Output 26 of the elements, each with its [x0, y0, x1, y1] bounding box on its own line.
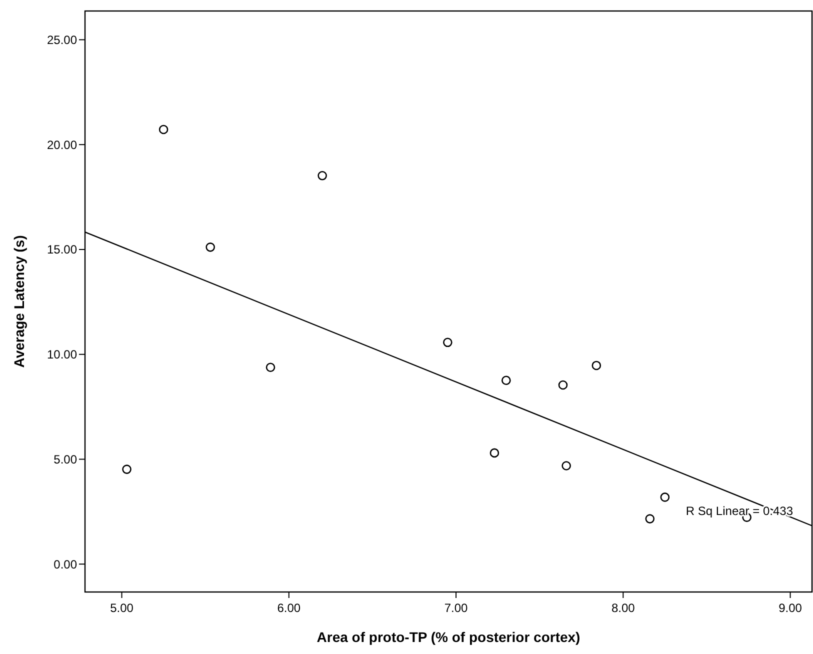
x-tick-label: 9.00: [778, 601, 802, 615]
y-tick-label: 15.00: [46, 242, 78, 257]
point: [122, 464, 132, 474]
x-tick-label: 6.00: [277, 601, 301, 615]
point: [558, 380, 568, 390]
x-tick-label: 8.00: [611, 601, 636, 615]
point: [318, 171, 327, 180]
x-tick-label: 5.00: [110, 601, 134, 615]
y-tick-label: 5.00: [54, 452, 78, 466]
point: [206, 242, 215, 252]
point: [592, 360, 602, 370]
point: [660, 492, 670, 502]
point: [645, 514, 655, 524]
y-tick-label: 20.00: [46, 138, 78, 152]
y-tick-label: 25.00: [46, 32, 78, 47]
point: [266, 362, 276, 372]
y-axis-title: Average Latency (s): [11, 235, 27, 368]
point: [562, 461, 571, 470]
y-tick-label: 10.00: [46, 348, 78, 362]
x-tick-label: 7.00: [444, 601, 468, 615]
point: [158, 124, 168, 134]
point: [490, 448, 500, 458]
y-tick-label: 0.00: [54, 557, 78, 572]
point: [502, 376, 511, 386]
point: [443, 338, 452, 348]
x-axis-title: Area of proto-TP (% of posterior cortex): [316, 629, 580, 645]
